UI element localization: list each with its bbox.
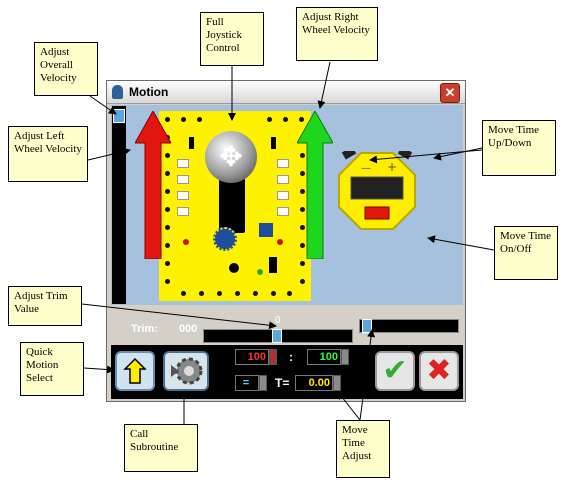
motion-window: Motion ✕ <box>106 80 466 402</box>
board-hole <box>271 291 276 296</box>
board-pad <box>277 191 289 200</box>
close-button[interactable]: ✕ <box>440 83 460 103</box>
callout-call-subroutine: Call Subroutine <box>124 424 198 472</box>
callout-move-time-adjust: Move Time Adjust <box>336 420 390 478</box>
board-hole <box>165 189 170 194</box>
move-time-slider-thumb[interactable] <box>362 319 372 333</box>
gear-logo-icon <box>213 227 237 251</box>
board-hole <box>300 225 305 230</box>
board-hole <box>181 291 186 296</box>
board-hole <box>217 291 222 296</box>
board-hole <box>300 243 305 248</box>
trim-center-label: 0 <box>275 315 281 326</box>
joystick-icon[interactable]: ✥ <box>205 131 257 183</box>
board-hole <box>199 291 204 296</box>
board-hole <box>300 171 305 176</box>
callout-move-time-onoff: Move Time On/Off <box>494 226 558 280</box>
board-hole <box>300 261 305 266</box>
board-hole <box>165 153 170 158</box>
board-bracket <box>271 137 276 149</box>
board-hole <box>165 171 170 176</box>
left-velocity-spinner[interactable] <box>269 349 277 365</box>
callout-adjust-left-wheel: Adjust Left Wheel Velocity <box>8 126 88 182</box>
trim-value: 000 <box>179 323 198 335</box>
board-pad <box>177 207 189 216</box>
board-pad <box>177 175 189 184</box>
quick-motion-button[interactable] <box>115 351 155 391</box>
operator-field[interactable]: = <box>235 375 259 391</box>
switch-icon <box>269 257 277 273</box>
x-icon: ✖ <box>426 353 452 388</box>
call-subroutine-button[interactable] <box>163 351 209 391</box>
right-wheel-velocity-arrow[interactable] <box>297 111 333 259</box>
board-pad <box>277 159 289 168</box>
board-pad <box>177 191 189 200</box>
joystick-board: ✥ <box>159 111 311 301</box>
board-hole <box>165 279 170 284</box>
board-hole <box>300 207 305 212</box>
board-hole <box>267 117 272 122</box>
callout-adjust-overall: Adjust Overall Velocity <box>34 42 98 96</box>
callout-adjust-trim: Adjust Trim Value <box>8 286 82 326</box>
window-title: Motion <box>129 85 169 99</box>
move-time-spinner[interactable] <box>333 375 341 391</box>
ok-button[interactable]: ✔ <box>375 351 415 391</box>
subroutine-gear-icon <box>171 357 203 385</box>
speaker-icon <box>229 263 239 273</box>
board-hole <box>300 279 305 284</box>
trim-slider[interactable] <box>203 329 353 343</box>
operator-spinner[interactable] <box>259 375 267 391</box>
led-icon <box>257 269 263 275</box>
callout-adjust-right-wheel: Adjust Right Wheel Velocity <box>296 7 378 61</box>
quick-motion-icon <box>123 357 147 384</box>
move-time-field[interactable]: 0.00 <box>295 375 333 391</box>
trim-slider-thumb[interactable] <box>272 329 282 343</box>
move-time-slider[interactable] <box>359 319 459 333</box>
left-velocity-field[interactable]: 100 <box>235 349 269 365</box>
board-hole <box>300 153 305 158</box>
board-pad <box>277 175 289 184</box>
cancel-button[interactable]: ✖ <box>419 351 459 391</box>
board-hole <box>165 117 170 122</box>
callout-quick-motion: Quick Motion Select <box>20 342 84 396</box>
board-bracket <box>189 137 194 149</box>
title-bar[interactable]: Motion ✕ <box>107 81 465 104</box>
board-hole <box>165 261 170 266</box>
app-icon <box>112 85 123 99</box>
led-icon <box>183 239 189 245</box>
trim-label: Trim: <box>131 323 158 335</box>
right-velocity-field[interactable]: 100 <box>307 349 341 365</box>
board-hole <box>299 117 304 122</box>
overall-velocity-thumb[interactable] <box>113 109 125 123</box>
time-label: T= <box>275 376 290 390</box>
callout-move-time-updown: Move Time Up/Down <box>482 120 556 176</box>
svg-text:—: — <box>361 163 371 174</box>
board-hole <box>253 291 258 296</box>
board-pad <box>177 159 189 168</box>
board-hole <box>197 117 202 122</box>
overall-velocity-slider[interactable] <box>112 106 126 304</box>
chip-icon <box>259 223 273 237</box>
led-icon <box>277 239 283 245</box>
svg-text:+: + <box>387 160 397 174</box>
checkmark-icon: ✔ <box>382 353 408 388</box>
left-wheel-velocity-arrow[interactable] <box>135 111 171 259</box>
stopwatch-icon[interactable]: — + <box>337 151 417 231</box>
board-hole <box>181 117 186 122</box>
board-hole <box>283 117 288 122</box>
board-hole <box>235 291 240 296</box>
callout-full-joystick: Full Joystick Control <box>200 12 264 66</box>
board-hole <box>300 189 305 194</box>
board-hole <box>165 207 170 212</box>
velocity-separator: : <box>289 350 293 364</box>
right-velocity-spinner[interactable] <box>341 349 349 365</box>
board-hole <box>287 291 292 296</box>
board-hole <box>165 225 170 230</box>
board-hole <box>165 243 170 248</box>
bottom-toolbar: 100 : 100 = T= 0.00 ✔ ✖ <box>111 345 463 399</box>
board-pad <box>277 207 289 216</box>
